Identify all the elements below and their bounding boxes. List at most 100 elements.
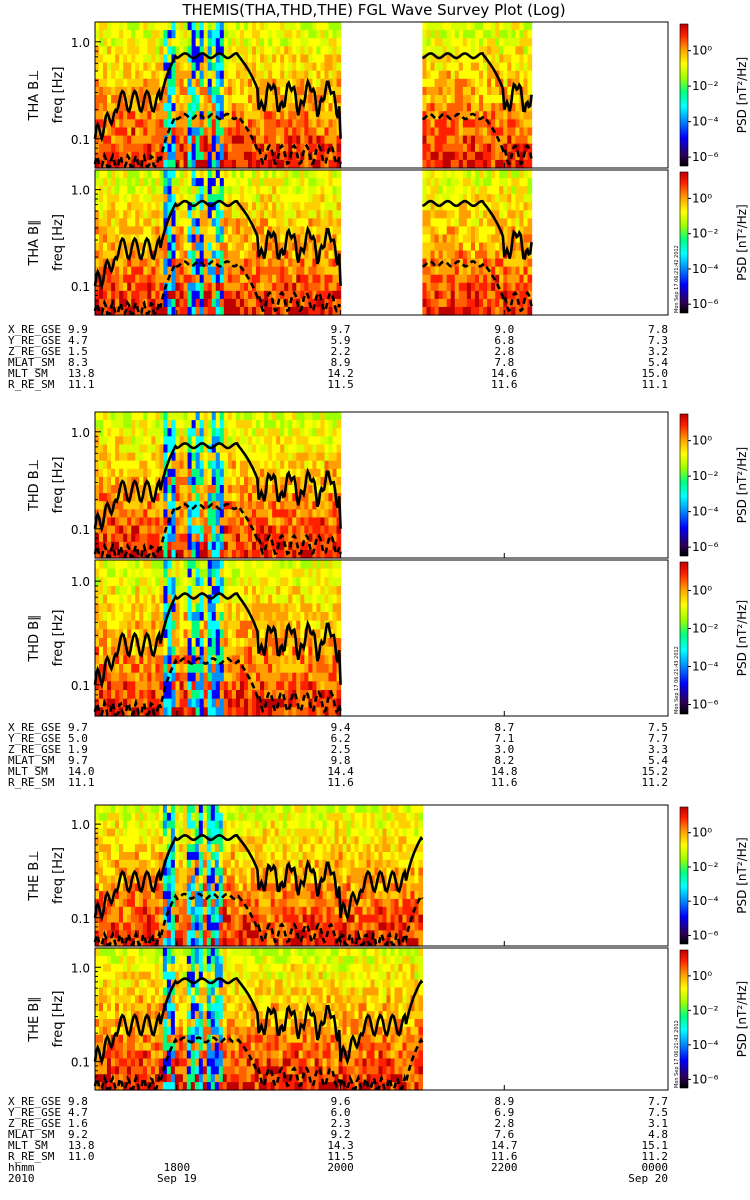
lower-frequency-line (93, 260, 342, 315)
ephemeris-value: 11.1 (68, 378, 95, 391)
colorbar-tick-label: 10⁻⁴ (692, 660, 719, 674)
colorbar-tick-label: 10⁻⁴ (692, 115, 719, 129)
ephemeris-value: 11.6 (491, 378, 518, 391)
y-tick-label: 0.1 (71, 1056, 90, 1070)
ephemeris-table: X_RE_GSE 9.8 9.6 8.9 7.7 Y_RE_GSE 4.7 6.0 6.9 7.5… (8, 1095, 668, 1163)
y-tick-label: 0.1 (71, 280, 90, 294)
spectrogram-data (95, 170, 342, 316)
ephemeris-value: 15.2 (642, 765, 669, 778)
y-axis-label: freq [Hz] (51, 214, 66, 271)
colorbar-label: PSD [nT²/Hz] (735, 204, 749, 280)
ephemeris-row-label: Z_RE_GSE (8, 345, 61, 358)
ephemeris-value: 11.1 (68, 776, 95, 789)
upper-frequency-line (93, 442, 342, 533)
y-tick-label: 1.0 (71, 426, 90, 440)
panel-label: THD B∥ (27, 614, 42, 662)
timestamp-stamp: Mon Sep 17 06:21:43 2012 (674, 646, 680, 714)
time-axis-label: hhmm (8, 1161, 35, 1174)
y-tick-label: 1.0 (71, 961, 90, 975)
y-tick-label: 1.0 (71, 184, 90, 198)
ephemeris-value: 1.9 (68, 743, 88, 756)
ephemeris-value: 15.0 (642, 367, 669, 380)
ephemeris-value: 2.8 (494, 345, 514, 358)
panel-label: THE B∥ (27, 996, 42, 1042)
ephemeris-value: 6.0 (331, 1106, 351, 1119)
ephemeris-table: X_RE_GSE 9.9 9.7 9.0 7.8 Y_RE_GSE 4.7 5.9 6.8 7.3… (8, 323, 668, 391)
ephemeris-value: 2.2 (331, 345, 351, 358)
y-axis-label: freq [Hz] (51, 67, 66, 124)
lower-frequency-line (93, 502, 342, 558)
timestamp-stamp: Mon Sep 17 06:21:43 2012 (674, 1020, 680, 1088)
colorbar-label: PSD [nT²/Hz] (735, 447, 749, 523)
ephemeris-value: 9.0 (494, 323, 514, 336)
ephemeris-value: 9.4 (331, 721, 351, 734)
spectrogram-panel: 0.1 1.0 THE B∥ freq [Hz] 10⁰ 10⁻² 10⁻⁴ 10⁻⁶ PSD … (27, 947, 749, 1091)
chart-title: THEMIS(THA,THD,THE) FGL Wave Survey Plot… (181, 1, 565, 19)
ephemeris-value: 3.1 (648, 1117, 668, 1130)
timestamp-stamp: Mon Sep 17 06:21:42 2012 (674, 245, 680, 313)
y-tick-label: 0.1 (71, 523, 90, 537)
ephemeris-value: 14.4 (327, 765, 354, 778)
y-tick-label: 0.1 (71, 912, 90, 926)
date-label: Sep 19 (157, 1172, 197, 1185)
year-label: 2010 (8, 1172, 35, 1185)
upper-frequency-line (93, 199, 342, 291)
upper-frequency-line (93, 592, 342, 690)
ephemeris-row-label: MLAT_SM (8, 356, 55, 369)
lower-frequency-line (93, 892, 424, 946)
spectrogram-data (95, 948, 424, 1091)
colorbar (679, 413, 689, 557)
ephemeris-row-label: MLAT_SM (8, 1128, 55, 1141)
colorbar-tick-label: 10⁻⁶ (692, 150, 719, 164)
colorbar-tick-label: 10⁻⁶ (692, 1072, 719, 1086)
y-tick-label: 1.0 (71, 36, 90, 50)
spectrogram-panel: 0.1 1.0 THE B⊥ freq [Hz] 10⁰ 10⁻² 10⁻⁴ 10⁻⁶ PSD … (27, 804, 749, 947)
y-axis-label: freq [Hz] (51, 991, 66, 1048)
spectrogram-data (422, 22, 533, 169)
upper-frequency-line (93, 977, 424, 1066)
ephemeris-row-label: R_RE_SM (8, 1150, 55, 1163)
ephemeris-table: X_RE_GSE 9.7 9.4 8.7 7.5 Y_RE_GSE 5.0 6.2 7.1 7.7… (8, 721, 668, 789)
ephemeris-value: 6.8 (494, 334, 514, 347)
ephemeris-row-label: X_RE_GSE (8, 1095, 61, 1108)
ephemeris-row-label: MLT_SM (8, 765, 48, 778)
ephemeris-value: 9.9 (68, 323, 88, 336)
ephemeris-value: 7.6 (494, 1128, 514, 1141)
ephemeris-value: 9.8 (331, 754, 351, 767)
ephemeris-value: 1.5 (68, 345, 88, 358)
time-tick-label: 2200 (491, 1161, 518, 1174)
panel-label: THE B⊥ (27, 850, 42, 901)
panel-label: THD B⊥ (27, 459, 42, 512)
ephemeris-value: 6.2 (331, 732, 351, 745)
ephemeris-value: 5.4 (648, 754, 668, 767)
ephemeris-value: 11.6 (491, 776, 518, 789)
panel-label: THA B⊥ (27, 70, 42, 122)
colorbar-tick-label: 10⁻⁴ (692, 505, 719, 519)
colorbar-tick-label: 10⁻² (692, 1003, 719, 1017)
ephemeris-value: 9.6 (331, 1095, 351, 1108)
ephemeris-value: 5.0 (68, 732, 88, 745)
ephemeris-value: 8.9 (331, 356, 351, 369)
ephemeris-row-label: MLT_SM (8, 1139, 48, 1152)
ephemeris-value: 8.7 (494, 721, 514, 734)
time-tick-label: 0000 (642, 1161, 669, 1174)
ephemeris-value: 2.5 (331, 743, 351, 756)
ephemeris-value: 14.3 (327, 1139, 354, 1152)
ephemeris-value: 7.3 (648, 334, 668, 347)
ephemeris-value: 9.8 (68, 1095, 88, 1108)
ephemeris-row-label: Z_RE_GSE (8, 1117, 61, 1130)
ephemeris-value: 11.6 (327, 776, 354, 789)
ephemeris-value: 4.7 (68, 1106, 88, 1119)
ephemeris-value: 14.2 (327, 367, 354, 380)
colorbar-tick-label: 10⁰ (692, 434, 712, 448)
colorbar-label: PSD [nT²/Hz] (735, 57, 749, 133)
y-tick-label: 0.1 (71, 679, 90, 693)
upper-frequency-line (421, 199, 533, 260)
colorbar-tick-label: 10⁰ (692, 584, 712, 598)
spectrogram-data (95, 22, 342, 169)
y-axis-label: freq [Hz] (51, 457, 66, 514)
ephemeris-value: 14.7 (491, 1139, 518, 1152)
spectrogram-data (95, 805, 424, 947)
panel-frame (94, 947, 669, 1091)
